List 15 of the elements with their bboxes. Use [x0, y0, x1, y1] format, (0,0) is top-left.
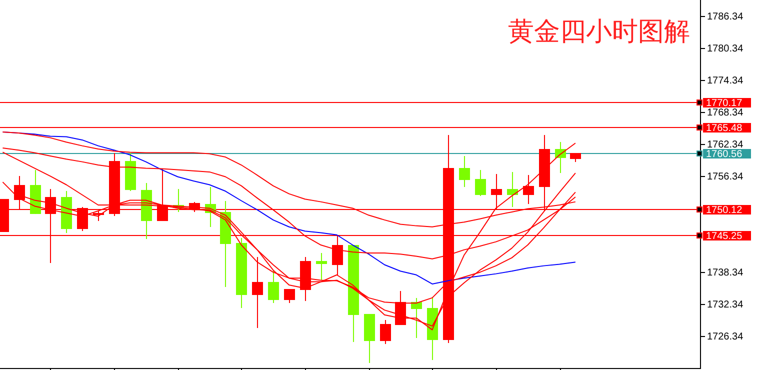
- y-tick-label: 1786.34: [707, 12, 744, 22]
- ref-line-label: 1770.17: [706, 98, 743, 109]
- y-tick-label: 1768.34: [707, 108, 744, 118]
- ref-line-label: 1750.12: [706, 205, 743, 216]
- text: 黄金四小时图解: [508, 17, 690, 47]
- y-tick-label: 1762.34: [707, 140, 744, 150]
- ref-line-label: 1745.25: [706, 231, 743, 242]
- y-tick-label: 1726.34: [707, 332, 744, 342]
- y-tick-label: 1780.34: [707, 44, 744, 54]
- y-tick-label: 1774.34: [707, 76, 744, 86]
- y-tick-label: 1738.34: [707, 268, 744, 278]
- y-tick-label: 1756.34: [707, 172, 744, 182]
- ref-line-label: 1765.48: [706, 123, 743, 134]
- y-tick-label: 1732.34: [707, 300, 744, 310]
- ref-line-label: 1760.56: [706, 149, 743, 160]
